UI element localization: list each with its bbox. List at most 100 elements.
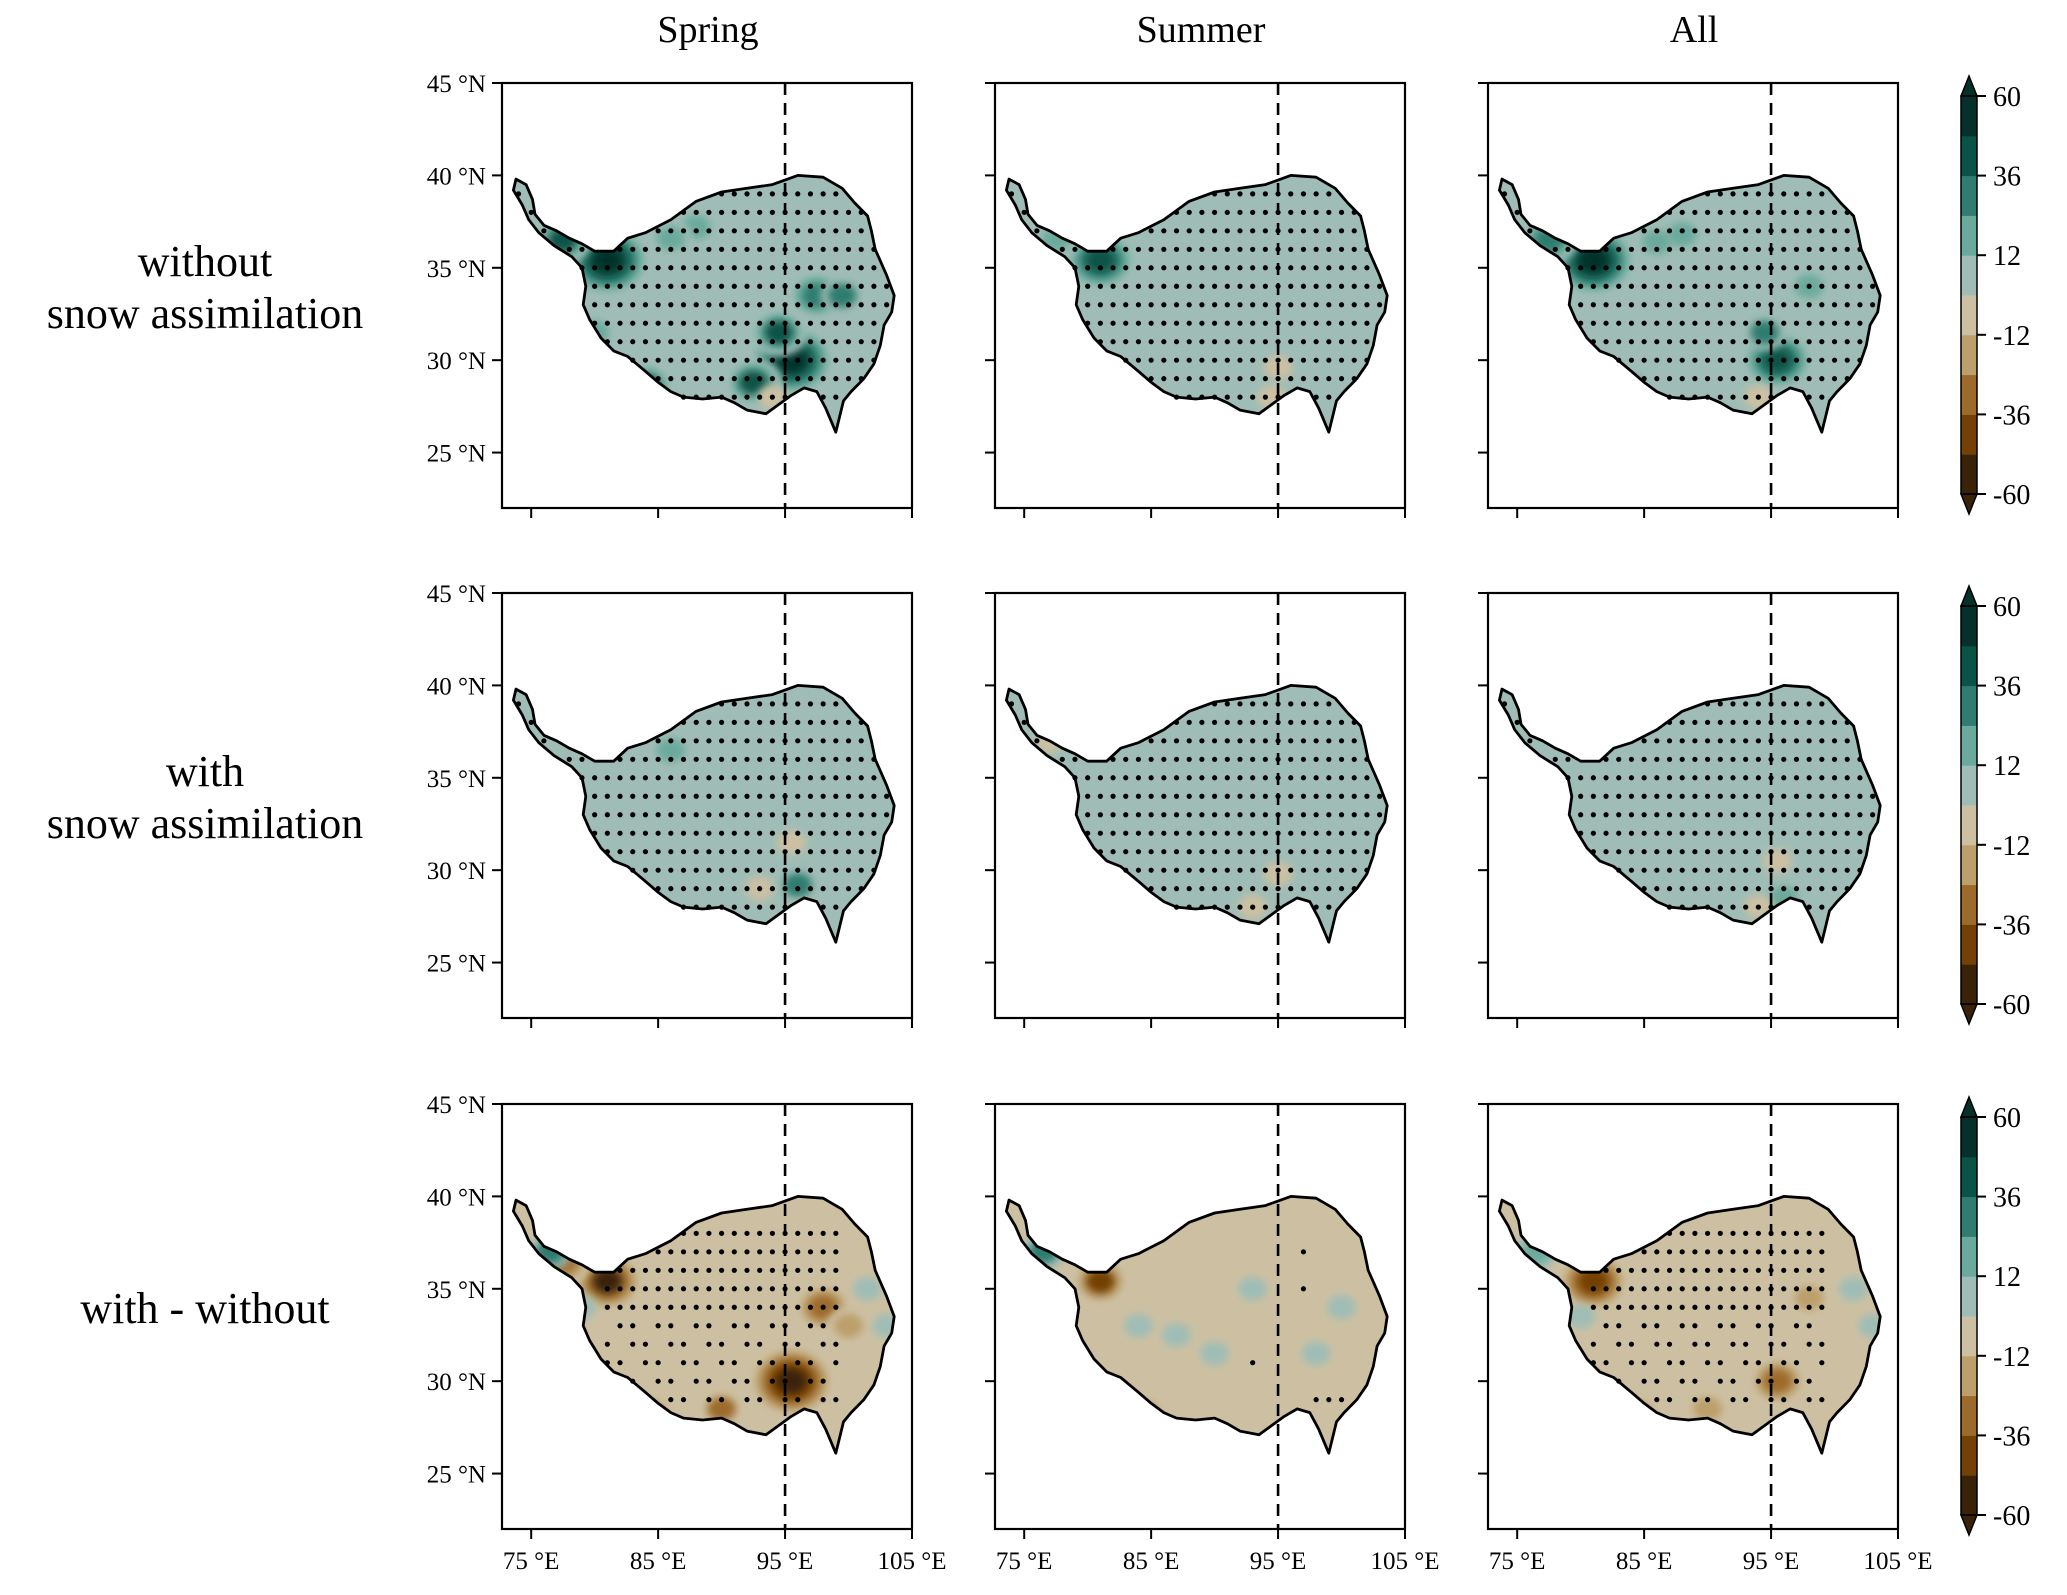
significance-dot xyxy=(1793,812,1800,818)
significance-dot xyxy=(1237,320,1243,326)
significance-dot xyxy=(1730,1323,1736,1329)
significance-dot xyxy=(1704,738,1711,744)
significance-dot xyxy=(1300,246,1307,252)
significance-dot xyxy=(1313,376,1319,382)
colorbar-segment xyxy=(1961,1276,1977,1317)
significance-dot xyxy=(1831,246,1838,252)
significance-dot xyxy=(630,246,636,252)
significance-dot xyxy=(757,867,763,873)
significance-dot xyxy=(1288,283,1294,289)
significance-dot xyxy=(731,191,737,197)
significance-dot xyxy=(1679,812,1685,818)
significance-dot xyxy=(1743,701,1749,707)
anomaly-contour xyxy=(1794,1286,1824,1311)
significance-dot xyxy=(693,1230,699,1236)
significance-dot xyxy=(1755,886,1761,892)
significance-dot xyxy=(1250,357,1256,363)
anomaly-contour xyxy=(1085,248,1115,273)
significance-dot xyxy=(1755,1378,1761,1384)
significance-dot xyxy=(769,849,775,855)
significance-dot xyxy=(1870,812,1876,818)
significance-dot xyxy=(1654,830,1660,836)
significance-dot xyxy=(642,849,649,855)
significance-dot xyxy=(731,812,737,818)
significance-dot xyxy=(1262,191,1268,197)
colorbar-segment xyxy=(1961,1316,1977,1357)
significance-dot xyxy=(833,394,839,400)
significance-dot xyxy=(668,830,674,836)
significance-dot xyxy=(1755,302,1761,308)
significance-dot xyxy=(782,1397,788,1403)
significance-dot xyxy=(1262,867,1268,873)
significance-dot xyxy=(820,357,826,363)
significance-dot xyxy=(1148,830,1154,836)
significance-dot xyxy=(1819,228,1825,234)
significance-dot xyxy=(1793,1249,1800,1255)
significance-dot xyxy=(1262,849,1268,855)
significance-dot xyxy=(680,812,687,818)
significance-dot xyxy=(1819,812,1825,818)
significance-dot xyxy=(1806,302,1812,308)
significance-dot xyxy=(1628,1286,1635,1292)
significance-dot xyxy=(1654,756,1660,762)
significance-dot xyxy=(845,339,852,345)
significance-dot xyxy=(1123,756,1129,762)
significance-dot xyxy=(769,738,775,744)
significance-dot xyxy=(1819,320,1825,326)
significance-dot xyxy=(1730,756,1736,762)
colorbar-extend-max xyxy=(1959,583,1979,607)
significance-dot xyxy=(1793,1360,1800,1366)
significance-dot xyxy=(1679,376,1685,382)
significance-dot xyxy=(744,1323,750,1329)
significance-dot xyxy=(1199,756,1205,762)
significance-dot xyxy=(1326,812,1332,818)
significance-dot xyxy=(1831,886,1838,892)
colorbar-segment xyxy=(1961,454,1977,495)
significance-dot xyxy=(845,793,852,799)
colorbar-tick-label: -36 xyxy=(1993,910,2030,941)
significance-dot xyxy=(1326,756,1332,762)
significance-dot xyxy=(1768,886,1774,892)
significance-dot xyxy=(1603,320,1609,326)
significance-dot xyxy=(1819,1360,1825,1366)
significance-dot xyxy=(1755,265,1761,271)
significance-dot xyxy=(1704,1304,1711,1310)
significance-dot xyxy=(718,1360,725,1366)
significance-dot xyxy=(693,1286,699,1292)
significance-dot xyxy=(680,357,687,363)
significance-dot xyxy=(1603,812,1609,818)
significance-dot xyxy=(1313,738,1319,744)
significance-dot xyxy=(1781,1341,1787,1347)
significance-dot xyxy=(1211,357,1218,363)
anomaly-contour xyxy=(1578,248,1608,273)
significance-dot xyxy=(1148,228,1154,234)
significance-dot xyxy=(1148,320,1154,326)
significance-dot xyxy=(1161,265,1167,271)
y-tick-label: 35 °N xyxy=(427,1277,486,1304)
significance-dot xyxy=(655,738,661,744)
significance-dot xyxy=(1704,812,1711,818)
significance-dot xyxy=(1288,775,1294,781)
significance-dot xyxy=(1628,867,1635,873)
anomaly-contour xyxy=(827,283,857,308)
significance-dot xyxy=(693,830,699,836)
significance-dot xyxy=(1300,849,1307,855)
significance-dot xyxy=(1161,228,1167,234)
significance-dot xyxy=(795,1397,801,1403)
significance-dot xyxy=(1666,246,1673,252)
anomaly-contour xyxy=(1642,229,1672,254)
significance-dot xyxy=(1730,849,1736,855)
significance-dot xyxy=(833,904,839,910)
significance-dot xyxy=(1844,302,1850,308)
significance-dot xyxy=(693,849,699,855)
significance-dot xyxy=(1262,719,1268,725)
significance-dot xyxy=(1730,265,1736,271)
significance-dot xyxy=(1692,738,1698,744)
significance-dot xyxy=(1224,209,1230,215)
significance-dot xyxy=(833,775,839,781)
significance-dot xyxy=(1300,209,1307,215)
significance-dot xyxy=(731,246,737,252)
significance-dot xyxy=(1743,812,1749,818)
significance-dot xyxy=(1717,302,1723,308)
